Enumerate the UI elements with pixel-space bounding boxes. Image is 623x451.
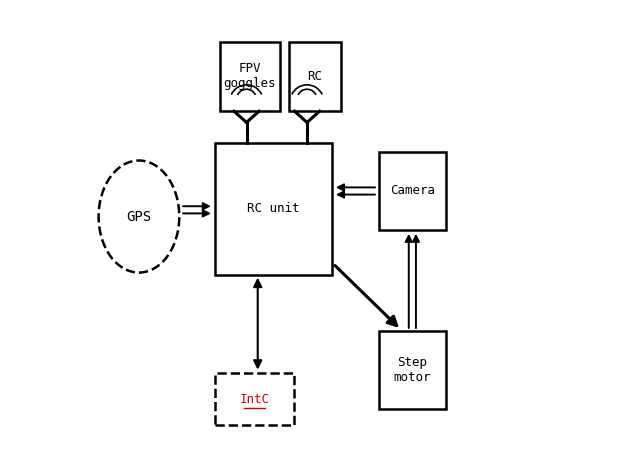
Ellipse shape (98, 161, 179, 272)
Text: IntC: IntC (239, 393, 269, 406)
Text: Camera: Camera (390, 184, 435, 197)
Bar (379, 331, 446, 409)
Text: Step
motor: Step motor (394, 356, 431, 384)
Bar (289, 42, 341, 111)
Bar (215, 143, 331, 275)
Text: GPS: GPS (126, 210, 151, 224)
Text: FPV
goggles: FPV goggles (224, 63, 276, 91)
Text: RC: RC (307, 70, 322, 83)
Bar (379, 152, 446, 230)
Bar (215, 373, 293, 425)
Text: RC unit: RC unit (247, 202, 300, 215)
Bar (220, 42, 280, 111)
